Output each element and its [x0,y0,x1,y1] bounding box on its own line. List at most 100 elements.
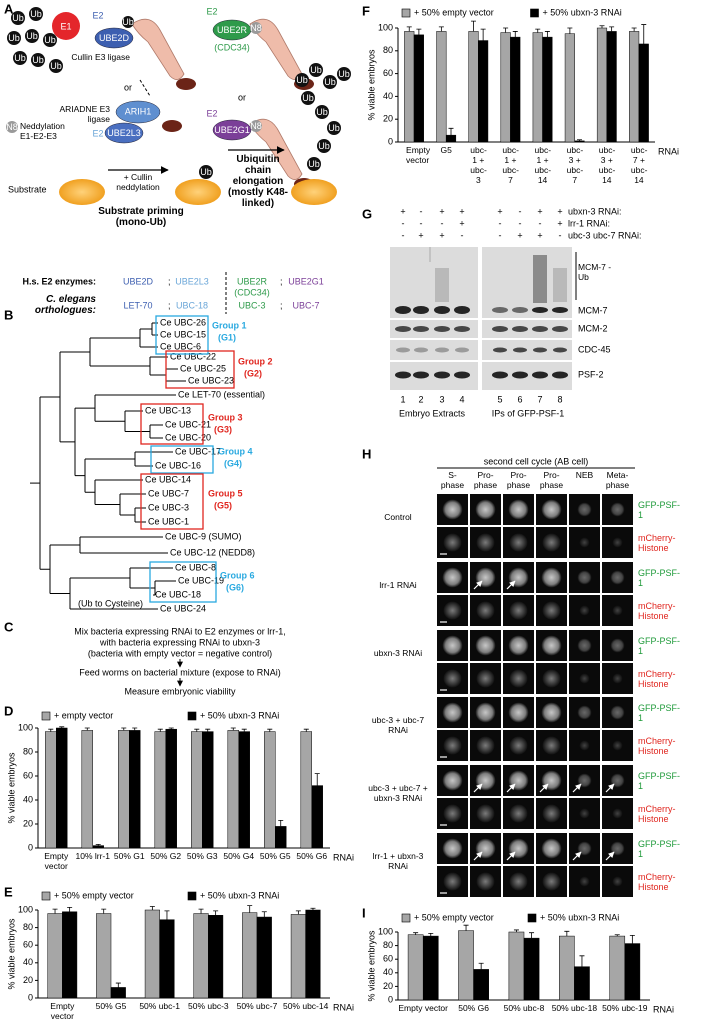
error-bar [52,908,58,914]
bar [96,913,112,999]
blot-band [434,326,450,332]
y-tick-label: 60 [383,954,393,964]
nucleus [542,736,561,755]
ub-label: Ub [310,65,322,75]
condition-sign: - [519,206,522,216]
bar [559,935,575,1001]
legend-label: + 50% empty vector [414,912,494,922]
leaf-label: Ce UBC-20 [165,432,211,442]
blot-band [396,347,410,353]
y-tick-label: 20 [383,981,393,991]
blot-band [413,306,429,314]
error-bar [629,935,635,944]
bar [407,934,424,1001]
nucleus [577,638,592,653]
legend-swatch [187,891,197,901]
protocol-step: Feed worms on bacterial mixture (expose … [79,667,281,677]
bar [110,987,126,999]
ub-circle [309,63,323,77]
leaf-label: Ce UBC-13 [145,405,191,415]
ub-label: Ub [324,77,336,87]
group-box [140,403,204,445]
lane-number: 1 [400,394,405,404]
y-tick-label: 0 [388,136,393,146]
ub-label: Ub [302,93,314,103]
blot-band [552,307,568,313]
blot-strip [482,247,572,318]
error-bar [115,982,121,988]
column-label: Pro-phase [473,470,498,490]
channel-label: mCherry-Histone [638,736,676,756]
channel-label: GFP-PSF-1 [638,568,680,588]
ub-label: Ub [44,35,56,45]
panel-letter: C [4,619,14,634]
band-label: MCM-7 [578,305,608,315]
condition-sign: - [539,218,542,228]
panel-letter: G [362,206,372,221]
y-tick-label: 40 [23,957,33,967]
x-tick-label: 50% ubc-7 [236,1001,278,1011]
bar [638,43,649,143]
group-short: (G3) [214,424,232,434]
nucleus [612,605,623,616]
leaf-label: Ce UBC-26 [160,317,206,327]
group-name: Group 4 [218,446,253,456]
nucleus [610,705,625,720]
bar [144,909,160,999]
arrow [572,851,582,861]
arrow [605,851,615,861]
nucleus [579,605,590,616]
bar [468,31,479,143]
leaf-label: Ce UBC-12 (NEDD8) [170,547,255,557]
error-bar [428,932,434,937]
group-label: IPs of GFP-PSF-1 [492,408,565,418]
nucleus [442,702,463,723]
leaf-label: Ce UBC-6 [160,341,201,351]
bar [478,40,489,143]
bar [264,731,276,849]
nucleus [612,537,623,548]
nucleus [610,638,625,653]
error-bar [579,955,585,967]
nucleus [579,740,590,751]
bar [532,32,543,143]
bar [227,730,240,849]
row-label: Control [384,512,412,522]
error-bar [295,910,301,915]
ub-label: Ub [316,107,328,117]
y-tick-label: 80 [383,45,393,55]
error-bar [577,139,583,141]
priming-label: Substrate priming (mono-Ub) [98,206,184,228]
blot-band [552,371,568,379]
ub-circle [31,53,45,67]
y-tick-label: 60 [383,68,393,78]
group-label: Embryo Extracts [399,408,466,418]
nucleus [610,502,625,517]
group-name: Group 6 [220,570,255,580]
ce-label: C. elegans orthologues: [34,294,96,316]
legend-swatch [530,8,539,18]
group-short: (G1) [218,332,236,342]
ub-circle [25,29,39,43]
y-tick-label: 100 [378,926,393,936]
nucleus [509,601,528,620]
error-bar [513,929,519,932]
e2-enzyme [212,119,252,141]
note-label: (Ub to Cysteine) [78,598,143,608]
lane-number: 4 [459,394,464,404]
error-bar [470,20,476,32]
legend-swatch [527,913,537,923]
error-bar [84,727,90,731]
nucleus [476,804,495,823]
arrow [506,851,516,861]
nucleus [443,669,462,688]
x-tick-label: 10% lrr-1 [75,851,110,861]
blot-band [434,306,450,314]
error-bar [67,906,73,912]
y-tick-label: 40 [383,967,393,977]
condition-sign: - [402,230,405,240]
nucleus [579,673,590,684]
arrow [572,783,582,793]
error-bar [205,728,211,732]
